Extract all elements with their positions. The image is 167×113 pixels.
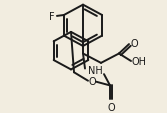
- Text: OH: OH: [132, 56, 147, 66]
- Text: O: O: [131, 39, 139, 49]
- Text: F: F: [49, 12, 55, 22]
- Text: O: O: [88, 76, 96, 86]
- Text: O: O: [107, 102, 115, 112]
- Text: NH: NH: [88, 66, 103, 76]
